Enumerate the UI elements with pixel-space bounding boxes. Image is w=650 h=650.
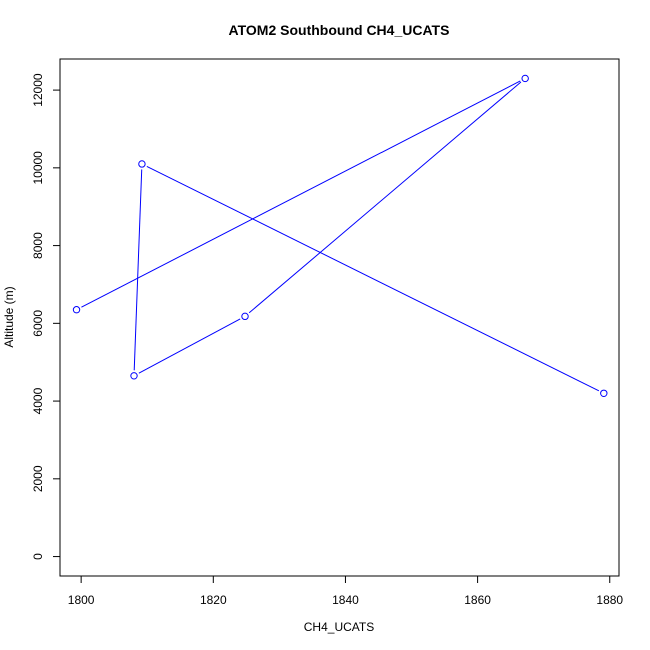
x-axis-label: CH4_UCATS xyxy=(304,620,374,634)
y-tick-label: 10000 xyxy=(31,151,45,185)
y-axis-label: Altitude (m) xyxy=(2,286,16,347)
data-point xyxy=(521,74,529,83)
y-tick-label: 8000 xyxy=(31,232,45,259)
y-tick-label: 4000 xyxy=(31,387,45,414)
x-tick-label: 1840 xyxy=(332,593,359,607)
series-segment xyxy=(248,81,522,314)
x-tick-label: 1820 xyxy=(200,593,227,607)
series-segment xyxy=(146,165,600,392)
plot-frame xyxy=(59,58,620,577)
y-axis: 0 2000 4000 6000 8000 10000 12000 xyxy=(31,73,61,560)
y-tick-label: 12000 xyxy=(31,73,45,107)
series-segment xyxy=(81,80,521,308)
y-tick-label: 6000 xyxy=(31,310,45,337)
x-tick-label: 1860 xyxy=(464,593,491,607)
x-axis: 1800 1820 1840 1860 1880 xyxy=(68,575,623,607)
series-segment xyxy=(138,318,241,374)
data-point xyxy=(138,160,146,168)
y-tick-label: 0 xyxy=(31,553,45,560)
x-tick-label: 1800 xyxy=(68,593,95,607)
series-segment xyxy=(133,169,143,371)
data-point xyxy=(241,312,249,321)
chart-title: ATOM2 Southbound CH4_UCATS xyxy=(229,22,450,38)
x-tick-label: 1880 xyxy=(596,593,623,607)
data-point xyxy=(600,389,608,398)
data-point xyxy=(130,372,138,380)
series-layer xyxy=(72,74,608,398)
y-tick-label: 2000 xyxy=(31,465,45,492)
data-point xyxy=(72,306,81,314)
